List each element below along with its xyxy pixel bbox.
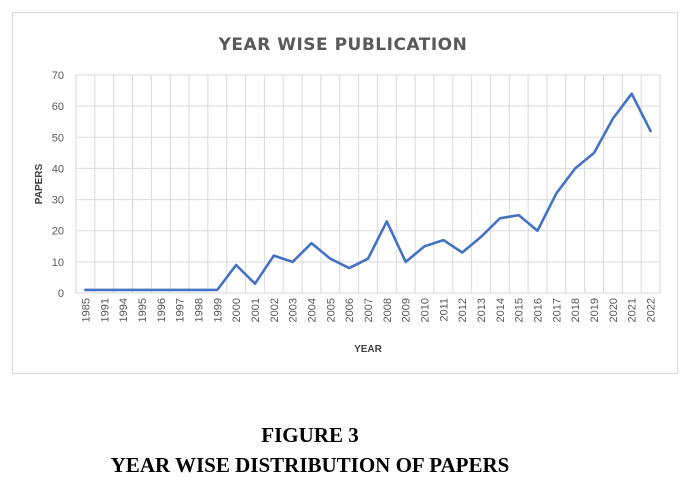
- grid-lines: [75, 74, 661, 294]
- y-tick-labels: 0 10 20 30 40 50 60 70: [52, 70, 64, 300]
- x-tick-label: 2011: [438, 298, 450, 322]
- y-tick-label: 70: [52, 70, 64, 82]
- x-tick-labels: 1985 1991 1994 1995 1996 1997 1998 1999 2000 2001…: [80, 298, 657, 322]
- x-tick-label: 1996: [156, 298, 168, 322]
- y-tick-label: 0: [58, 288, 64, 300]
- y-tick-label: 60: [52, 101, 64, 113]
- x-tick-label: 1998: [193, 298, 205, 322]
- x-tick-label: 2000: [231, 298, 243, 322]
- x-tick-label: 2017: [551, 298, 563, 322]
- y-tick-label: 30: [52, 195, 64, 207]
- figure-caption: YEAR WISE DISTRIBUTION OF PAPERS: [110, 453, 510, 477]
- x-tick-label: 1997: [175, 298, 187, 322]
- x-tick-label: 2014: [495, 298, 507, 322]
- chart-frame: [12, 12, 678, 374]
- x-tick-label: 2018: [570, 298, 582, 322]
- x-axis-title: YEAR: [354, 344, 383, 355]
- x-tick-label: 2004: [306, 298, 318, 322]
- x-tick-label: 2012: [457, 298, 469, 322]
- y-tick-label: 20: [52, 226, 64, 238]
- x-tick-label: 1995: [137, 298, 149, 322]
- x-tick-label: 2013: [476, 298, 488, 322]
- x-tick-label: 2009: [401, 298, 413, 322]
- y-tick-label: 50: [52, 132, 64, 144]
- x-tick-label: 2020: [608, 298, 620, 322]
- x-tick-label: 1985: [80, 298, 92, 322]
- x-tick-label: 1991: [99, 298, 111, 322]
- x-tick-label: 1999: [212, 298, 224, 322]
- x-tick-label: 2008: [382, 298, 394, 322]
- x-tick-label: 2016: [533, 298, 545, 322]
- series-line: [84, 92, 652, 292]
- x-tick-label: 2007: [363, 298, 375, 322]
- x-tick-label: 2001: [250, 298, 262, 322]
- figure-number: FIGURE 3: [261, 423, 359, 447]
- x-tick-label: 2022: [646, 298, 658, 322]
- y-tick-label: 10: [52, 257, 64, 269]
- x-tick-label: 2005: [325, 298, 337, 322]
- x-tick-label: 2021: [627, 298, 639, 322]
- x-tick-label: 2003: [288, 298, 300, 322]
- chart-title: YEAR WISE PUBLICATION: [218, 35, 468, 55]
- x-tick-label: 2015: [514, 298, 526, 322]
- x-tick-label: 2010: [420, 298, 432, 322]
- y-tick-label: 40: [52, 163, 64, 175]
- x-tick-label: 1994: [118, 298, 130, 322]
- x-tick-label: 2019: [589, 298, 601, 322]
- x-tick-label: 2002: [269, 298, 281, 322]
- x-tick-label: 2006: [344, 298, 356, 322]
- y-axis-title: PAPERS: [34, 163, 45, 204]
